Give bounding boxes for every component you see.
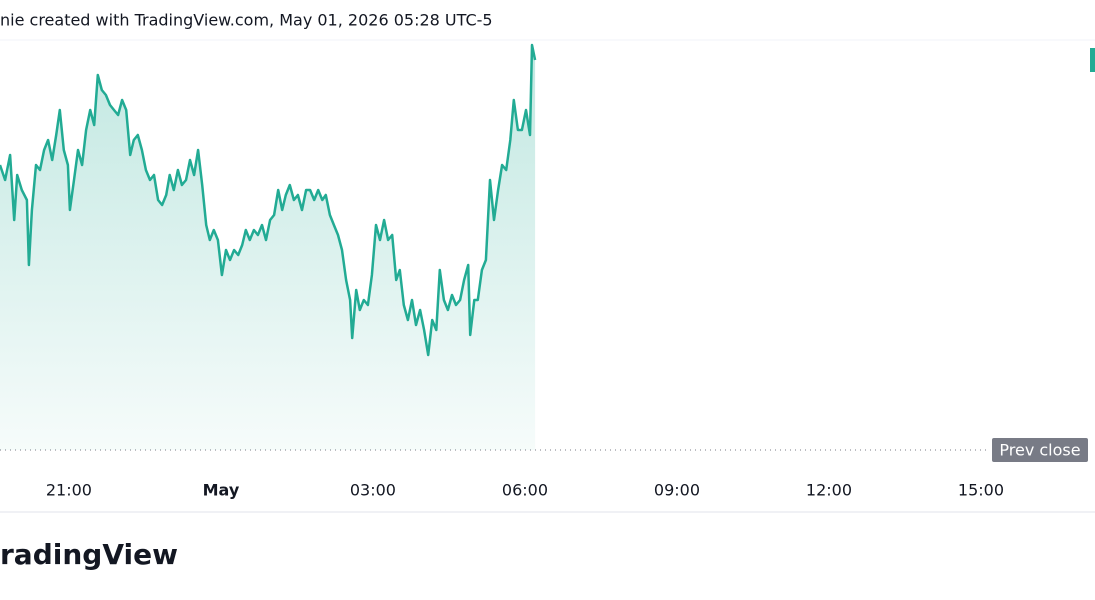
x-tick-label: 21:00 <box>46 481 92 500</box>
x-tick-label: 09:00 <box>654 481 700 500</box>
prev-close-label: Prev close <box>999 441 1080 460</box>
logo: radingView <box>0 538 178 571</box>
prev-close-box <box>992 438 1088 462</box>
x-tick-label: 06:00 <box>502 481 548 500</box>
x-tick-label: 03:00 <box>350 481 396 500</box>
x-tick-label: 12:00 <box>806 481 852 500</box>
x-tick-label: May <box>203 481 240 500</box>
header: nie created with TradingView.com, May 01… <box>0 11 493 30</box>
area-fill <box>0 45 536 450</box>
price-line <box>0 43 537 357</box>
price-label <box>1090 48 1095 72</box>
x-tick-label: 15:00 <box>958 481 1004 500</box>
